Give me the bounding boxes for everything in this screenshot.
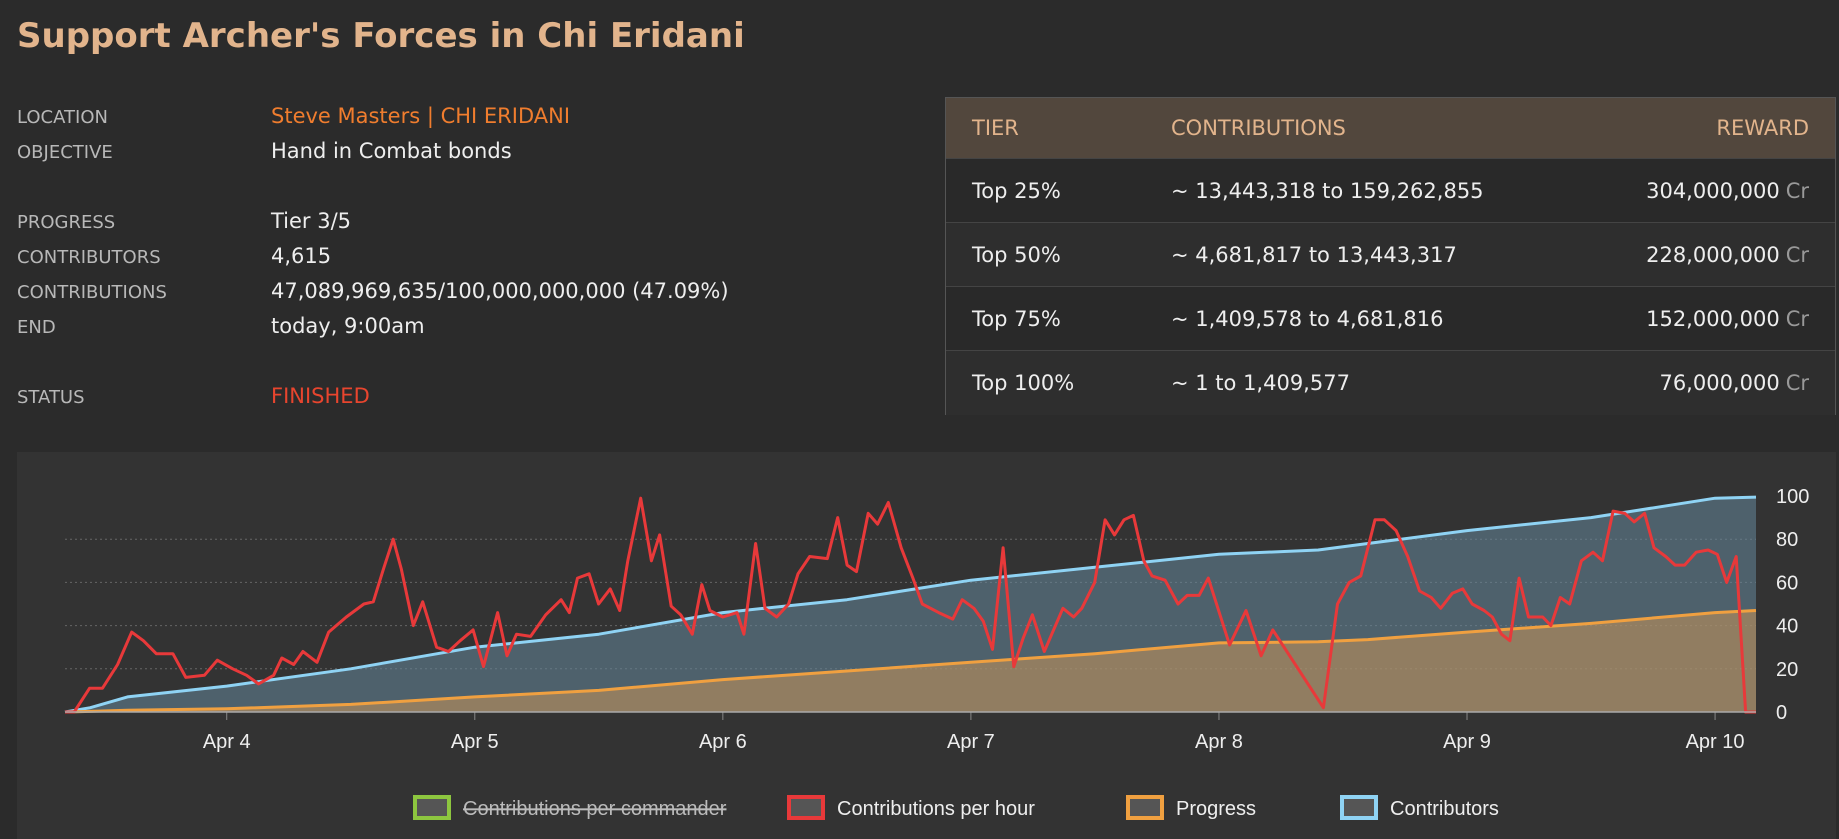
info-label: OBJECTIVE [17,142,113,163]
reward: 228,000,000 Cr [1646,223,1809,287]
currency: Cr [1785,243,1809,267]
series-area [65,610,1756,712]
info-value: Hand in Combat bonds [271,139,512,163]
info-label: STATUS [17,387,85,408]
table-header [946,98,1835,158]
info-value: FINISHED [271,384,370,408]
table-row: Top 75% ~ 1,409,578 to 4,681,816 152,000,0… [946,286,1835,351]
info-value: Steve Masters | CHI ERIDANI [271,104,571,128]
reward-amount: 228,000,000 [1646,243,1780,267]
legend-label: Contributions per commander [463,798,727,820]
legend-label: Contributors [1390,798,1499,820]
info-value: Tier 3/5 [271,209,352,233]
legend-swatch [413,795,451,820]
info-value: 47,089,969,635/100,000,000,000 (47.09%) [271,279,729,303]
th: REWARD [1716,116,1809,140]
table-row: Top 50% ~ 4,681,817 to 13,443,317 228,000,… [946,222,1835,287]
legend-swatch [787,795,825,820]
x-tick-label: Apr 9 [1443,731,1491,753]
y-tick-label: 20 [1776,659,1798,681]
y-tick-label: 100 [1776,486,1809,508]
reward-amount: 152,000,000 [1646,307,1780,331]
tier: Top 100% [972,371,1075,395]
legend-swatch [1340,795,1378,820]
tier: Top 25% [972,179,1061,203]
currency: Cr [1785,307,1809,331]
table-row: Top 25% ~ 13,443,318 to 159,262,855 304,00… [946,158,1835,223]
legend-swatch [1126,795,1164,820]
contrib-range: ~ 13,443,318 to 159,262,855 [1171,179,1484,203]
tier: Top 50% [972,243,1061,267]
info-value: 4,615 [271,244,332,268]
series-line [65,496,1756,714]
x-tick-label: Apr 8 [1195,731,1243,753]
info-label: CONTRIBUTIONS [17,282,167,303]
legend-label: Progress [1176,798,1256,820]
x-tick-label: Apr 4 [203,731,251,753]
contrib-range: ~ 1,409,578 to 4,681,816 [1171,307,1444,331]
y-tick-label: 0 [1776,702,1787,724]
th: CONTRIBUTIONS [1171,116,1346,140]
tier: Top 75% [972,307,1061,331]
reward: 304,000,000 Cr [1646,159,1809,223]
tier-table: TIER CONTRIBUTIONS REWARD Top 25% ~ 13,44… [945,97,1836,415]
legend-label: Contributions per hour [837,798,1035,820]
x-tick-label: Apr 5 [451,731,499,753]
x-tick-label: Apr 7 [947,731,995,753]
y-tick-label: 80 [1776,529,1798,551]
th: TIER [972,116,1019,140]
reward: 76,000,000 Cr [1659,351,1809,415]
x-tick-label: Apr 6 [699,731,747,753]
table-row: Top 100% ~ 1 to 1,409,577 76,000,000 Cr [946,350,1835,415]
info-label: PROGRESS [17,212,116,233]
title: Support Archer's Forces in Chi Eridani [17,16,745,56]
x-tick-label: Apr 10 [1686,731,1745,753]
info-label: LOCATION [17,107,108,128]
info-label: END [17,317,56,338]
contrib-range: ~ 4,681,817 to 13,443,317 [1171,243,1457,267]
currency: Cr [1785,371,1809,395]
currency: Cr [1785,179,1809,203]
info-label: CONTRIBUTORS [17,247,161,268]
contrib-range: ~ 1 to 1,409,577 [1171,371,1350,395]
reward-amount: 76,000,000 [1659,371,1780,395]
reward: 152,000,000 Cr [1646,287,1809,351]
series-line [64,609,1757,714]
info-value: today, 9:00am [271,314,425,338]
chart: 0 20 40 60 80 100 Apr 4 Apr 5 Apr 6 Apr 7 Apr 8 Apr… [17,452,1836,839]
reward-amount: 304,000,000 [1646,179,1780,203]
y-tick-label: 40 [1776,616,1798,638]
series-line [64,495,1757,714]
y-tick-label: 60 [1776,572,1798,594]
